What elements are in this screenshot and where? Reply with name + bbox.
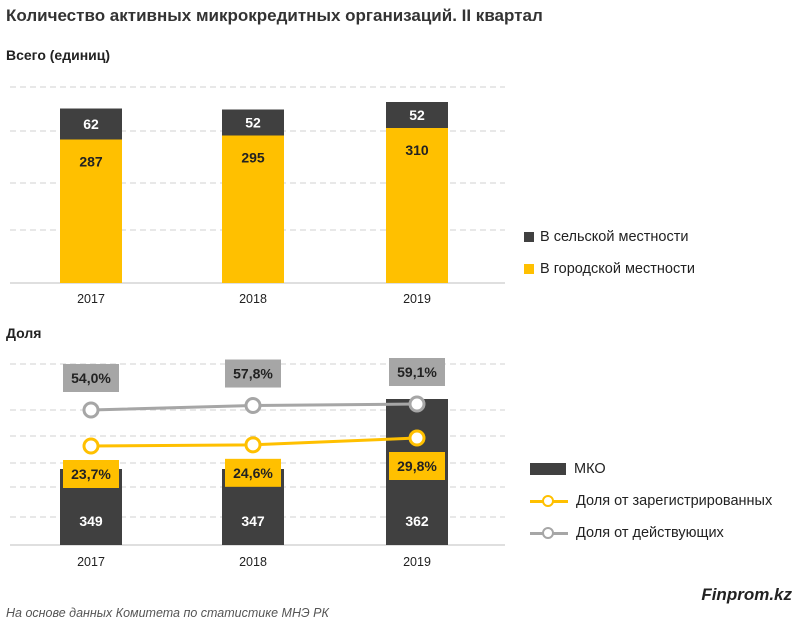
- label-active-2017: 54,0%: [71, 370, 111, 386]
- legend-swatch-mko: [530, 463, 566, 475]
- label-mko-2019: 362: [405, 513, 429, 529]
- legend-item-rural: В сельской местности: [524, 221, 695, 253]
- bottom-chart-subtitle: Доля: [6, 325, 42, 341]
- bar-urban-2018: [222, 135, 284, 283]
- label-rural-2017: 62: [83, 116, 99, 132]
- bar-urban-2017: [60, 139, 122, 283]
- bottom-x-tick-2019: 2019: [403, 555, 431, 569]
- legend-swatch-active: [530, 527, 568, 539]
- legend-swatch-rural: [524, 232, 534, 242]
- label-box-active-2018: [225, 359, 281, 388]
- chart-title: Количество активных микрокредитных орган…: [6, 6, 543, 25]
- bar-rural-2018: [222, 109, 284, 136]
- label-rural-2019: 52: [409, 107, 425, 123]
- label-urban-2018: 295: [241, 150, 265, 166]
- point-active-2018: [244, 397, 262, 415]
- bottom-x-tick-2017: 2017: [77, 555, 105, 569]
- top-x-tick-2019: 2019: [403, 292, 431, 306]
- top-chart-subtitle: Всего (единиц): [6, 47, 111, 63]
- label-registered-2017: 23,7%: [71, 466, 111, 482]
- legend-label-urban: В городской местности: [540, 261, 695, 277]
- bar-rural-2019: [386, 102, 448, 128]
- label-mko-2017: 349: [79, 513, 103, 529]
- label-box-active-2019: [389, 358, 445, 386]
- top-x-tick-2018: 2018: [239, 292, 267, 306]
- source-note: На основе данных Комитета по статистике …: [6, 606, 329, 620]
- label-urban-2019: 310: [405, 142, 429, 158]
- label-active-2018: 57,8%: [233, 366, 273, 382]
- point-registered-2018: [244, 436, 262, 454]
- label-registered-2018: 24,6%: [233, 465, 273, 481]
- legend-swatch-registered: [530, 495, 568, 507]
- legend-item-mko: МКО: [530, 453, 772, 485]
- brand-logo-text: Finprom.kz: [701, 585, 792, 604]
- legend-label-registered: Доля от зарегистрированных: [576, 493, 773, 509]
- label-urban-2017: 287: [79, 154, 103, 170]
- top-x-tick-2017: 2017: [77, 292, 105, 306]
- legend-label-mko: МКО: [574, 461, 606, 477]
- label-rural-2018: 52: [245, 115, 261, 131]
- bar-urban-2019: [386, 128, 448, 283]
- point-registered-2019: [408, 429, 426, 447]
- bottom-legend: МКО Доля от зарегистрированных Доля от д…: [530, 453, 772, 549]
- legend-item-active: Доля от действующих: [530, 517, 772, 549]
- label-active-2019: 59,1%: [397, 364, 437, 380]
- label-registered-2019: 29,8%: [397, 458, 437, 474]
- legend-item-registered: Доля от зарегистрированных: [530, 485, 772, 517]
- top-legend: В сельской местности В городской местнос…: [524, 221, 695, 285]
- point-registered-2017: [82, 437, 100, 455]
- bar-rural-2017: [60, 108, 122, 140]
- legend-item-urban: В городской местности: [524, 253, 695, 285]
- point-active-2019: [408, 395, 426, 413]
- point-active-2017: [82, 401, 100, 419]
- legend-label-active: Доля от действующих: [576, 525, 724, 541]
- label-box-registered-2017: [63, 460, 119, 488]
- legend-label-rural: В сельской местности: [540, 229, 689, 245]
- bottom-x-tick-2018: 2018: [239, 555, 267, 569]
- label-box-registered-2019: [389, 452, 445, 480]
- label-box-active-2017: [63, 364, 119, 392]
- legend-swatch-urban: [524, 264, 534, 274]
- label-box-registered-2018: [225, 458, 281, 487]
- label-mko-2018: 347: [241, 513, 265, 529]
